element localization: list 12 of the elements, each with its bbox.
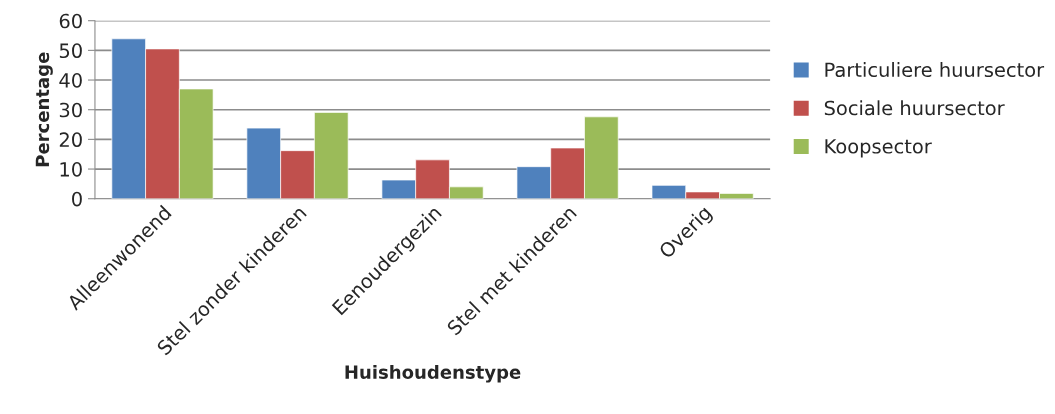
y-tick-label: 60 xyxy=(59,13,82,29)
y-tick-label: 20 xyxy=(59,132,82,148)
legend-label: Sociale huursector xyxy=(824,100,1005,116)
y-tick-label: 40 xyxy=(59,73,82,88)
y-tick-label: 50 xyxy=(59,43,82,59)
y-axis-title: Percentage xyxy=(35,52,53,167)
y-tick-label: 10 xyxy=(60,162,82,177)
y-tick-label: 0 xyxy=(72,191,82,207)
x-axis-title: Huishoudenstype xyxy=(345,364,521,383)
legend-label: Koopsector xyxy=(825,139,932,158)
y-tick-label: 30 xyxy=(59,102,82,118)
legend-label: Particuliere huursector xyxy=(825,62,1045,78)
